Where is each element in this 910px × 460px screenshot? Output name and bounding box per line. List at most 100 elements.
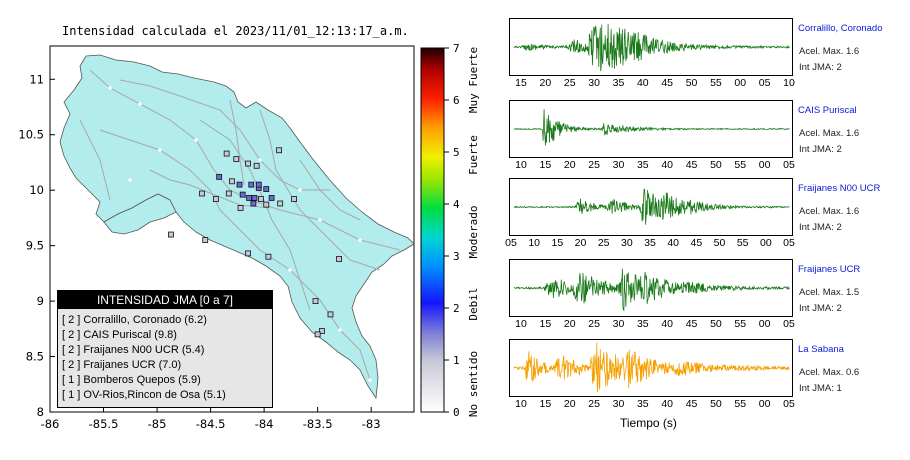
int-jma-value: Int JMA: 2 — [799, 62, 842, 73]
colorbar-category-label: Moderado — [467, 206, 480, 259]
nicoya-peninsula — [103, 193, 177, 235]
station-marker — [253, 162, 260, 169]
waveform-tick-label: 45 — [685, 318, 698, 330]
waveform-tick-label: 00 — [758, 318, 771, 330]
waveform-tick-label: 20 — [539, 77, 552, 89]
station-marker — [263, 186, 270, 192]
y-tick-label: 10.5 — [18, 128, 44, 142]
station-marker — [168, 231, 174, 238]
station-marker — [216, 173, 223, 180]
intensity-legend: INTENSIDAD JMA [0 a 7] [ 2 ] Corralillo,… — [57, 290, 273, 408]
map-axes: -86 -85.5 -85 -84.5 -84 -83.5 -83 11 10.5 10 9.5 9 8… — [18, 72, 380, 431]
waveform-station-name: La Sabana — [798, 344, 844, 355]
waveform-tick-label: 45 — [690, 237, 703, 249]
waveform-xlabel: Tiempo (s) — [620, 416, 677, 430]
waveform-station-info: Acel. Max. 0.6 Int JMA: 1 — [799, 365, 859, 397]
colorbar — [420, 47, 445, 413]
waveform-tick-label: 25 — [588, 318, 600, 330]
waveform-tick-label: 45 — [685, 159, 698, 171]
station-markers — [168, 147, 342, 338]
station-marker — [245, 250, 251, 257]
waveform-plot — [513, 188, 790, 225]
waveform-tick-label: 35 — [644, 237, 656, 249]
waveform-x-ticks: 10 15 20 25 30 35 40 45 50 55 00 05 — [509, 398, 795, 412]
colorbar-tick-label: 0 — [453, 406, 460, 419]
waveform-tick-label: 50 — [685, 77, 698, 89]
waveform-tick-label: 40 — [636, 77, 649, 89]
waveform-tick-label: 25 — [597, 237, 610, 249]
station-marker — [258, 196, 264, 202]
waveform-x-ticks: 15 20 25 30 35 40 45 50 55 00 05 10 — [509, 77, 795, 91]
waveform-trace — [513, 23, 790, 72]
waveform-tick-label: 45 — [685, 398, 698, 410]
station-marker — [237, 205, 244, 211]
waveform-tick-label: 00 — [734, 77, 747, 89]
waveform-tick-label: 50 — [713, 237, 726, 249]
waveform-plot — [513, 268, 790, 312]
colorbar-tick-label: 5 — [453, 146, 460, 159]
waveform-tick-label: 00 — [758, 159, 771, 171]
station-marker — [248, 181, 255, 188]
waveform-tick-label: 05 — [783, 159, 795, 171]
int-jma-value: Int JMA: 2 — [799, 303, 842, 314]
waveform-tick-label: 10 — [515, 398, 527, 410]
waveform-trace — [513, 109, 790, 146]
y-tick-label: 9 — [37, 294, 44, 308]
map-title: Intensidad calculada el 2023/11/01_12:13… — [62, 24, 409, 38]
waveform-tick-label: 55 — [710, 77, 722, 89]
station-marker — [276, 147, 283, 154]
x-tick-label: -86 — [41, 417, 60, 431]
station-marker — [233, 156, 240, 163]
y-tick-label: 11 — [29, 72, 44, 86]
int-jma-value: Int JMA: 1 — [799, 383, 842, 394]
y-tick-label: 8 — [37, 405, 44, 419]
station-marker — [277, 200, 284, 207]
waveform-tick-label: 20 — [563, 318, 576, 330]
station-marker — [291, 196, 297, 202]
waveform-station-info: Acel. Max. 1.5 Int JMA: 2 — [799, 285, 859, 317]
waveform-tick-label: 15 — [551, 237, 564, 249]
waveform-tick-label: 20 — [574, 237, 587, 249]
x-tick-label: -85.5 — [89, 417, 119, 431]
x-tick-label: -83.5 — [303, 417, 333, 431]
station-marker — [312, 298, 319, 304]
waveform-tick-label: 10 — [783, 77, 795, 89]
waveform-plot — [513, 342, 790, 393]
acel-max-value: Acel. Max. 0.6 — [799, 367, 860, 378]
waveform-tick-label: 30 — [612, 159, 625, 171]
waveform-tick-label: 05 — [783, 398, 795, 410]
waveform-tick-label: 25 — [588, 398, 600, 410]
waveform-tick-label: 15 — [539, 398, 552, 410]
station-marker — [327, 311, 334, 318]
legend-item: [ 2 ] Corralillo, Coronado (6.2) — [62, 314, 207, 326]
station-marker — [246, 195, 253, 201]
station-marker — [225, 190, 232, 197]
waveform-tick-label: 35 — [636, 398, 649, 410]
waveform-station-name: Corralillo, Coronado — [798, 23, 883, 34]
waveform-tick-label: 05 — [758, 77, 771, 89]
station-marker — [251, 195, 258, 201]
acel-max-value: Acel. Max. 1.6 — [799, 128, 860, 139]
waveform-tick-label: 10 — [528, 237, 540, 249]
waveform-tick-label: 40 — [661, 398, 674, 410]
waveform-tick-label: 40 — [667, 237, 679, 249]
legend-item: [ 2 ] Fraijanes N00 UCR (5.4) — [62, 344, 205, 356]
waveform-tick-label: 55 — [734, 159, 747, 171]
waveform-plot — [513, 23, 790, 72]
waveform-tick-label: 30 — [612, 318, 625, 330]
waveform-trace — [513, 188, 790, 225]
colorbar-tick-label: 3 — [453, 250, 460, 263]
waveform-tick-label: 35 — [612, 77, 625, 89]
station-marker — [223, 150, 230, 157]
waveform-station-info: Acel. Max. 1.6 Int JMA: 2 — [799, 204, 859, 236]
waveform-tick-label: 55 — [734, 398, 747, 410]
waveform-tick-label: 20 — [563, 398, 576, 410]
waveform-tick-label: 50 — [710, 318, 722, 330]
legend-item: [ 1 ] OV-Rios,Rincon de Osa (5.1) — [62, 389, 226, 401]
waveform-tick-label: 30 — [588, 77, 600, 89]
station-marker — [263, 201, 270, 208]
waveform-station-name: Fraijanes N00 UCR — [798, 183, 881, 194]
colorbar-tick-label: 1 — [453, 354, 460, 367]
int-jma-value: Int JMA: 2 — [799, 144, 842, 155]
